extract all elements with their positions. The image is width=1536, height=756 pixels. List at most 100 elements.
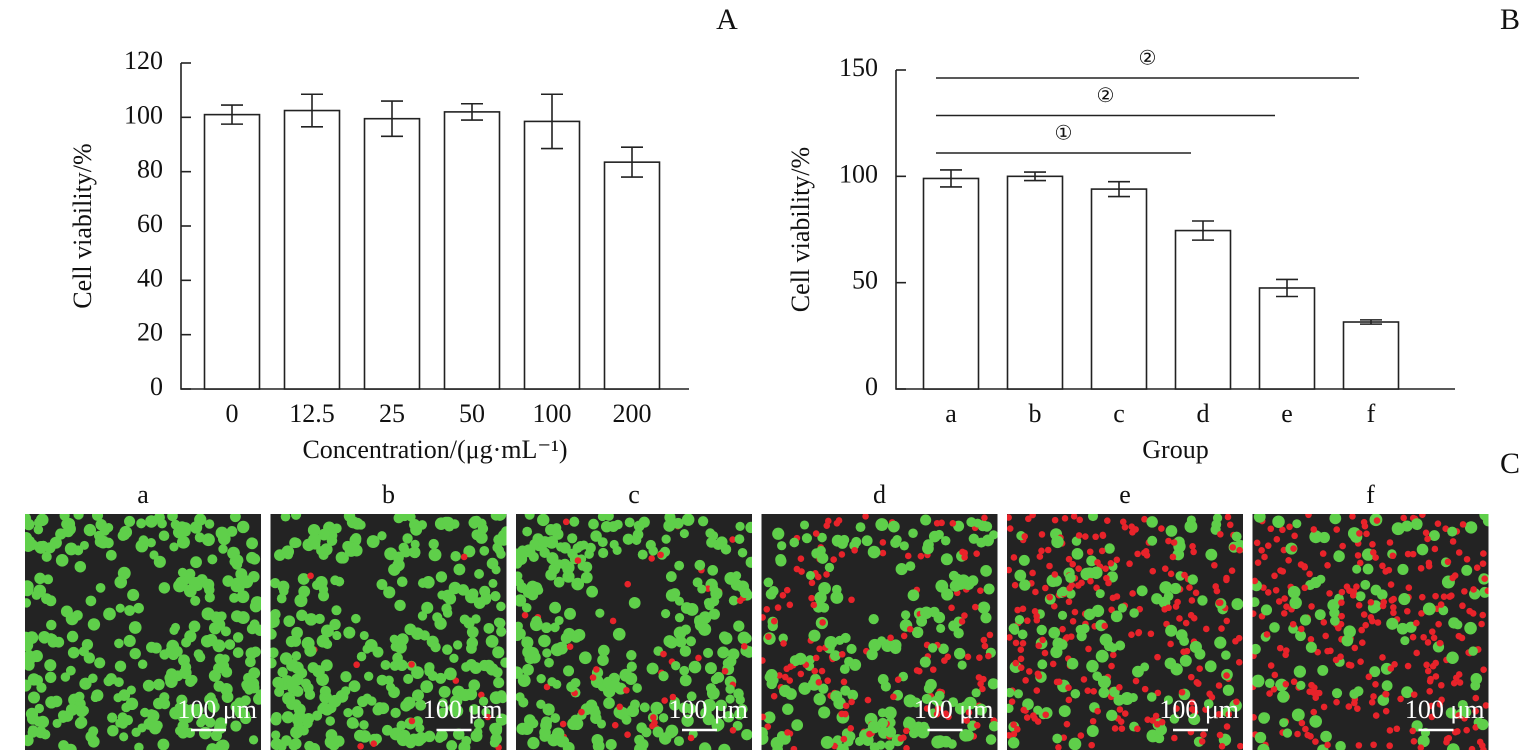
dead-cell	[1422, 529, 1430, 537]
live-cell	[567, 533, 578, 544]
live-cell	[52, 718, 62, 728]
dead-cell	[1165, 537, 1172, 545]
dead-cell	[1369, 617, 1376, 625]
live-cell	[588, 518, 599, 530]
live-cell	[270, 628, 277, 640]
live-cell	[1295, 630, 1307, 642]
dead-cell	[1141, 685, 1149, 693]
dead-cell	[1174, 598, 1181, 606]
y-tick-label: 150	[839, 53, 878, 82]
dead-cell	[1349, 514, 1356, 520]
live-cell	[174, 702, 185, 713]
live-cell	[1362, 563, 1374, 575]
dead-cell	[1382, 707, 1390, 715]
live-cell	[1349, 689, 1360, 699]
live-cell	[1036, 624, 1047, 636]
dead-cell	[1337, 653, 1344, 660]
live-cell	[410, 539, 420, 549]
live-cell	[1058, 586, 1069, 597]
dead-cell	[1211, 561, 1218, 569]
dead-cell	[1454, 728, 1461, 735]
live-cell	[868, 613, 879, 625]
dead-cell	[1368, 699, 1376, 706]
live-cell	[148, 722, 162, 735]
dead-cell	[1102, 565, 1109, 572]
dead-cell	[1410, 691, 1418, 698]
bar	[1006, 175, 1064, 390]
live-cell	[1318, 531, 1330, 544]
dead-cell	[945, 713, 952, 721]
dead-cell	[1253, 539, 1261, 547]
live-cell	[88, 673, 98, 684]
dead-cell	[1450, 679, 1458, 687]
live-cell	[483, 622, 495, 634]
live-cell	[1212, 514, 1223, 523]
panel-label: C	[1500, 447, 1520, 480]
dead-cell	[1369, 541, 1376, 548]
live-cell	[493, 534, 504, 545]
live-cell	[147, 709, 160, 723]
dead-cell	[1409, 550, 1417, 558]
live-cell	[534, 585, 544, 595]
live-cell	[196, 718, 206, 728]
live-cell	[590, 530, 602, 542]
live-cell	[581, 561, 593, 573]
dead-cell	[1098, 547, 1106, 555]
live-cell	[516, 628, 526, 640]
dead-cell	[1379, 654, 1386, 661]
live-cell	[384, 547, 398, 561]
dead-cell	[986, 631, 994, 639]
error-bar	[940, 169, 962, 188]
dead-cell	[1038, 547, 1045, 555]
dead-cell	[783, 586, 791, 594]
dead-cell	[1279, 568, 1287, 575]
live-cell	[694, 559, 706, 571]
dead-cell	[1258, 546, 1265, 554]
dead-cell	[1360, 611, 1368, 618]
live-cell	[47, 636, 59, 648]
dead-cell	[963, 717, 971, 724]
live-cell	[704, 662, 717, 675]
live-cell	[124, 515, 136, 527]
dead-cell	[1033, 616, 1041, 624]
dead-cell	[890, 693, 897, 701]
dead-cell	[1312, 738, 1319, 745]
live-cell	[188, 620, 201, 633]
dead-cell	[1264, 542, 1272, 549]
live-cell	[479, 546, 490, 556]
live-cell	[357, 695, 369, 708]
live-cell	[681, 514, 695, 526]
dead-cell	[1032, 588, 1039, 596]
dead-cell	[1007, 566, 1013, 574]
dead-cell	[1472, 694, 1480, 702]
dead-cell	[559, 720, 567, 728]
live-cell	[927, 643, 938, 653]
live-cell	[737, 703, 748, 715]
dead-cell	[1409, 633, 1417, 641]
live-cell	[149, 550, 159, 560]
dead-cell	[1129, 529, 1136, 536]
dead-cell	[1365, 673, 1373, 681]
live-cell	[869, 742, 880, 750]
dead-cell	[1312, 694, 1320, 702]
error-bar	[1108, 180, 1130, 198]
dead-cell	[814, 573, 822, 581]
live-cell	[1320, 730, 1332, 743]
live-cell	[59, 514, 70, 521]
live-cell	[541, 622, 552, 634]
live-cell	[734, 534, 745, 544]
dead-cell	[1216, 731, 1224, 739]
live-cell	[246, 551, 258, 564]
dead-cell	[761, 657, 766, 664]
live-cell	[641, 727, 652, 738]
live-cell	[1106, 571, 1118, 583]
live-cell	[270, 647, 279, 659]
dead-cell	[1390, 604, 1397, 611]
live-cell	[207, 554, 218, 565]
dead-cell	[1459, 602, 1466, 610]
live-cell	[343, 626, 356, 639]
live-cell	[884, 726, 897, 738]
live-cell	[1046, 574, 1060, 588]
live-cell	[486, 663, 499, 676]
dead-cell	[1370, 693, 1377, 700]
